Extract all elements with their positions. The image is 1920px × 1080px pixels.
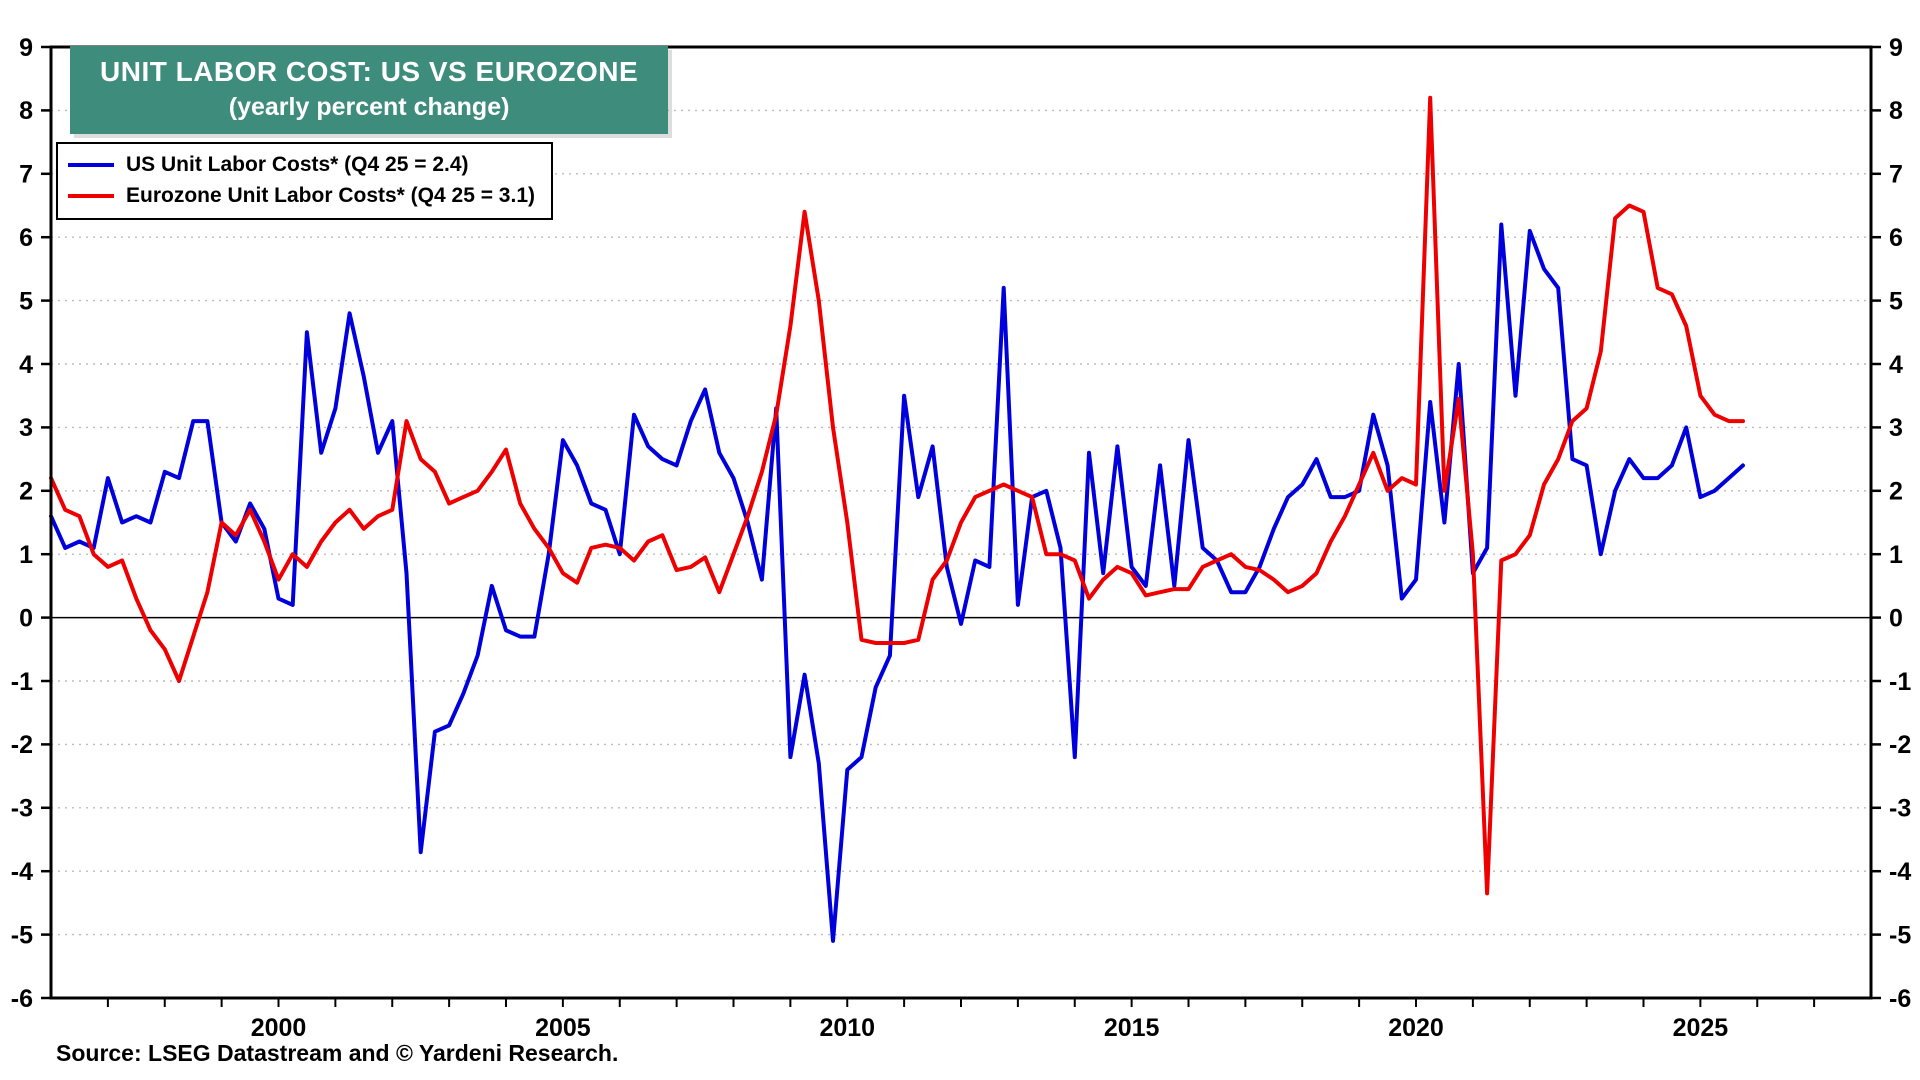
y-axis-label-right: -6 (1889, 985, 1911, 1013)
y-axis-label-right: 6 (1889, 224, 1903, 252)
y-axis-label-left: -2 (11, 731, 33, 759)
us-legend-label: US Unit Labor Costs* (Q4 25 = 2.4) (126, 152, 469, 176)
y-axis-label-left: -3 (11, 795, 33, 823)
y-axis-label-right: -1 (1889, 668, 1911, 696)
y-axis-label-left: -6 (11, 985, 33, 1013)
y-axis-label-right: 1 (1889, 541, 1903, 569)
y-axis-label-left: -5 (11, 921, 33, 949)
legend: US Unit Labor Costs* (Q4 25 = 2.4) Euroz… (56, 142, 553, 220)
y-axis-label-right: -5 (1889, 921, 1911, 949)
eurozone-legend-label: Eurozone Unit Labor Costs* (Q4 25 = 3.1) (126, 183, 535, 207)
x-axis-label: 2025 (1673, 1014, 1729, 1042)
x-axis-label: 2010 (819, 1014, 875, 1042)
y-axis-label-left: 4 (19, 351, 33, 379)
y-axis-label-right: 5 (1889, 287, 1903, 315)
source-note: Source: LSEG Datastream and © Yardeni Re… (56, 1040, 619, 1066)
y-axis-label-right: -4 (1889, 858, 1911, 886)
legend-item-us: US Unit Labor Costs* (Q4 25 = 2.4) (68, 149, 535, 180)
y-axis-label-left: 3 (19, 414, 33, 442)
us-line-swatch (68, 162, 114, 167)
legend-item-eurozone: Eurozone Unit Labor Costs* (Q4 25 = 3.1) (68, 180, 535, 211)
chart-title-box: UNIT LABOR COST: US VS EUROZONE (yearly … (70, 46, 669, 134)
eurozone-line-series (49, 95, 1745, 896)
y-axis-label-right: 0 (1889, 604, 1903, 632)
x-axis-label: 2005 (535, 1014, 591, 1042)
y-axis-label-right: 2 (1889, 478, 1903, 506)
us-line-series (49, 222, 1745, 943)
y-axis-label-left: 6 (19, 224, 33, 252)
y-axis-label-left: 5 (19, 287, 33, 315)
y-axis-label-right: -2 (1889, 731, 1911, 759)
y-axis-label-right: -3 (1889, 795, 1911, 823)
x-axis-label: 2015 (1104, 1014, 1160, 1042)
y-axis-label-right: 7 (1889, 161, 1903, 189)
y-axis-label-left: 0 (19, 604, 33, 632)
y-axis-label-left: -1 (11, 668, 33, 696)
x-axis-label: 2000 (251, 1014, 307, 1042)
y-axis-label-right: 4 (1889, 351, 1903, 379)
y-axis-label-left: 1 (19, 541, 33, 569)
chart-frame (49, 45, 1873, 1000)
y-axis-label-right: 3 (1889, 414, 1903, 442)
y-axis-label-left: 9 (19, 34, 33, 62)
eurozone-line-swatch (68, 193, 114, 198)
y-axis-label-right: 8 (1889, 97, 1903, 125)
chart-subtitle: (yearly percent change) (228, 93, 510, 121)
y-axis-label-right: 9 (1889, 34, 1903, 62)
y-axis-label-left: 2 (19, 478, 33, 506)
y-axis-label-left: 8 (19, 97, 33, 125)
y-axis-label-left: -4 (11, 858, 33, 886)
x-axis-label: 2020 (1388, 1014, 1444, 1042)
y-axis-label-left: 7 (19, 161, 33, 189)
chart-title: UNIT LABOR COST: US VS EUROZONE (100, 56, 639, 87)
